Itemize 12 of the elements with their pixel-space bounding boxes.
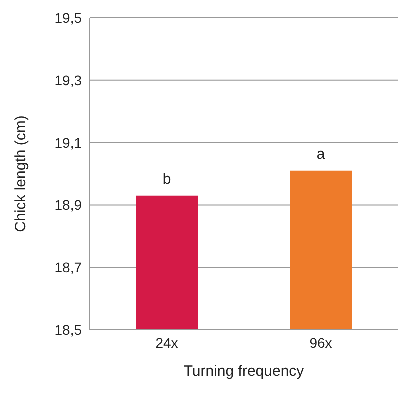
x-tick-label: 24x	[156, 334, 178, 351]
x-tick-label: 96x	[310, 334, 332, 351]
y-tick-label: 18,7	[54, 260, 82, 276]
y-tick-label: 18,9	[54, 197, 82, 214]
annotation: b	[162, 170, 172, 188]
y-axis-title: Chick length (cm)	[12, 116, 30, 232]
annotation: a	[316, 146, 326, 163]
y-tick-label: 19,1	[54, 134, 82, 151]
y-tick-label: 19,5	[54, 10, 82, 26]
y-tick-label: 19,3	[54, 72, 82, 88]
y-tick-label: 18,5	[54, 322, 82, 338]
x-axis-title: Turning frequency	[184, 363, 305, 380]
